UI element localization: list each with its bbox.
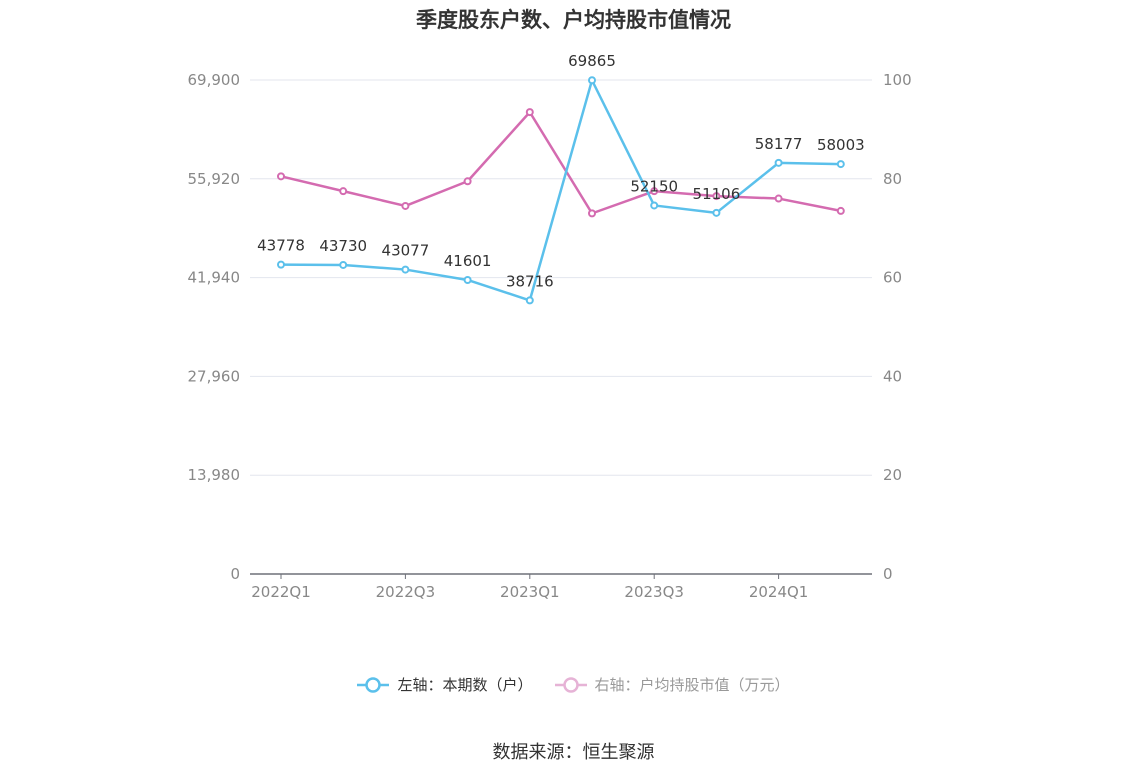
data-label: 51106 bbox=[693, 185, 741, 203]
data-point-left bbox=[650, 201, 659, 210]
data-point-right bbox=[774, 194, 783, 203]
x-tick-label: 2023Q1 bbox=[500, 583, 560, 601]
data-label: 43730 bbox=[319, 237, 367, 255]
data-point-right bbox=[401, 201, 410, 210]
data-point-right bbox=[339, 187, 348, 196]
y-right-tick-label: 40 bbox=[883, 367, 902, 385]
data-point-right bbox=[650, 187, 659, 196]
x-tick-label: 2022Q3 bbox=[376, 583, 436, 601]
y-right-tick-label: 80 bbox=[883, 170, 902, 188]
y-left-tick-label: 13,980 bbox=[188, 466, 241, 484]
data-point-right bbox=[588, 209, 596, 218]
x-tick-label: 2022Q1 bbox=[251, 583, 311, 601]
legend-left-marker-icon bbox=[357, 676, 390, 693]
data-point-left bbox=[339, 260, 348, 269]
y-left-tick-label: 69,900 bbox=[188, 71, 241, 89]
data-label: 58003 bbox=[817, 136, 865, 154]
data-point-right bbox=[463, 177, 472, 186]
grid-lines bbox=[250, 79, 872, 476]
data-point-left bbox=[588, 76, 596, 85]
series bbox=[277, 76, 845, 305]
series-line-left bbox=[280, 78, 841, 302]
line-chart: 0 0 13,980 20 27,960 40 41,940 60 55,920 80 69,900… bbox=[188, 52, 912, 601]
data-labels: 43778 43730 43077 41601 38716 69865 52150 51106… bbox=[257, 52, 865, 290]
data-point-right bbox=[525, 108, 534, 117]
data-point-left bbox=[277, 260, 285, 269]
series-line-right bbox=[280, 110, 842, 215]
data-point-left bbox=[525, 296, 534, 305]
data-point-left bbox=[401, 265, 410, 274]
data-label: 41601 bbox=[444, 252, 492, 270]
y-left-tick-label: 27,960 bbox=[188, 367, 241, 385]
x-tick-label: 2023Q3 bbox=[624, 583, 684, 601]
data-label: 38716 bbox=[506, 272, 554, 290]
data-source: 数据来源：恒生聚源 bbox=[492, 742, 655, 763]
data-point-right bbox=[712, 192, 721, 201]
data-label: 52150 bbox=[630, 177, 678, 195]
legend-left-label: 左轴：本期数（户） bbox=[397, 676, 533, 694]
data-point-left bbox=[836, 160, 845, 169]
data-point-left bbox=[774, 158, 783, 167]
data-label: 58177 bbox=[755, 135, 803, 153]
y-right-tick-label: 20 bbox=[883, 466, 902, 484]
data-point-right bbox=[836, 206, 845, 215]
data-point-right bbox=[277, 172, 285, 181]
data-label: 69865 bbox=[568, 52, 616, 70]
data-point-left bbox=[712, 208, 721, 217]
data-point-left bbox=[463, 275, 472, 284]
y-left-tick-label: 55,920 bbox=[188, 170, 241, 188]
chart-title: 季度股东户数、户均持股市值情况 bbox=[416, 8, 731, 32]
legend: 左轴：本期数（户） 右轴：户均持股市值（万元） bbox=[0, 674, 1147, 695]
data-label: 43077 bbox=[382, 242, 430, 260]
y-right-tick-label: 100 bbox=[883, 71, 912, 89]
x-tick-label: 2024Q1 bbox=[749, 583, 809, 601]
y-right-tick-label: 0 bbox=[883, 565, 893, 583]
y-right-tick-label: 60 bbox=[883, 269, 902, 287]
legend-item-right[interactable]: 右轴：户均持股市值（万元） bbox=[554, 674, 790, 695]
legend-right-label: 右轴：户均持股市值（万元） bbox=[594, 676, 790, 694]
legend-item-left[interactable]: 左轴：本期数（户） bbox=[357, 674, 533, 695]
data-label: 43778 bbox=[257, 237, 305, 255]
axes: 0 0 13,980 20 27,960 40 41,940 60 55,920 80 69,900… bbox=[188, 71, 912, 601]
y-left-tick-label: 0 bbox=[230, 565, 240, 583]
legend-right-marker-icon bbox=[554, 676, 587, 693]
y-left-tick-label: 41,940 bbox=[188, 269, 241, 287]
